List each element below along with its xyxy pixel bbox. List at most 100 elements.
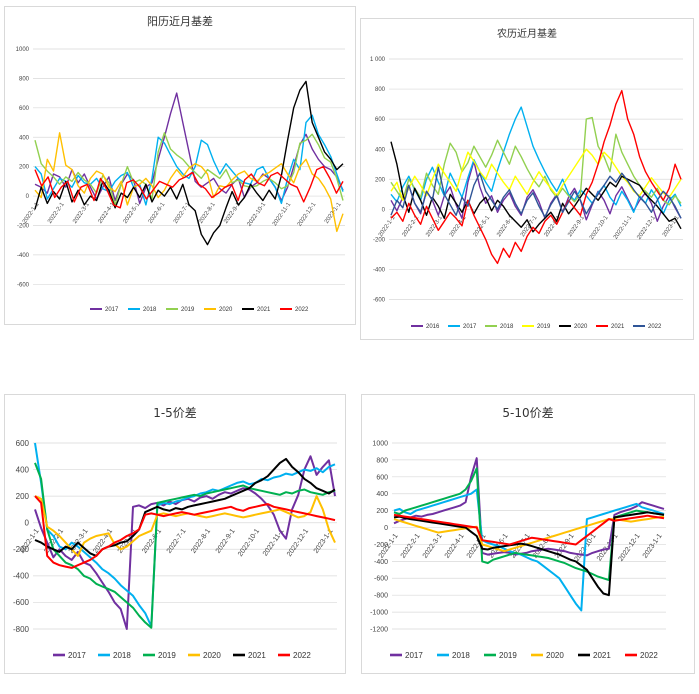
legend-label: 2017 — [68, 651, 86, 660]
y-tick-label: 1000 — [372, 440, 388, 447]
legend-label: 2020 — [546, 651, 564, 660]
x-tick-label: 2023-1-1 — [313, 528, 335, 555]
legend-label: 2021 — [611, 324, 625, 330]
legend-label: 2018 — [113, 651, 131, 660]
x-tick-label: 2022-12-1 — [297, 201, 318, 227]
legend-label: 2021 — [257, 307, 271, 313]
y-tick-label: 0 — [384, 525, 388, 532]
x-tick-label: 2022-9-1 — [554, 533, 576, 560]
y-tick-label: -200 — [373, 237, 386, 243]
series-line-2020 — [34, 495, 336, 557]
series-line-2018 — [34, 442, 336, 628]
series-line-2022 — [34, 165, 344, 209]
y-tick-label: 0 — [26, 194, 30, 200]
y-tick-label: -600 — [373, 298, 386, 304]
legend-label: 2019 — [181, 307, 195, 313]
chart-svg-3: 5-10价差 1000 800 600 400 200 0 -200 -400 -600 -800 -… — [370, 406, 666, 660]
y-tick-label: 800 — [375, 87, 386, 93]
x-tick-label: 2022-12-1 — [636, 214, 657, 240]
y-tick-label: 600 — [19, 106, 30, 112]
series-line-2020 — [34, 132, 344, 233]
legend-label: 2017 — [463, 324, 477, 330]
legend-label: 2020 — [203, 651, 221, 660]
y-tick-label: 0 — [25, 519, 30, 528]
x-tick-label: 2023-1-1 — [642, 533, 664, 560]
chart-title: 农历近月基差 — [497, 27, 557, 40]
y-tick-label: 800 — [376, 457, 388, 464]
y-tick-label: -400 — [13, 572, 30, 581]
series-line-2019 — [34, 462, 336, 629]
series-line-2017 — [34, 92, 344, 205]
x-tick-label: 2022-4-1 — [92, 528, 114, 555]
legend-label: 2017 — [405, 651, 423, 660]
x-tick-label: 2022-9-1 — [223, 201, 242, 225]
x-tick-label: 2022-3-1 — [72, 201, 91, 225]
legend-label: 2018 — [143, 307, 157, 313]
x-tick-label: 2022-2-1 — [400, 533, 422, 560]
y-tick-label: -1000 — [370, 610, 388, 617]
y-tick-label: -600 — [13, 598, 30, 607]
x-tick-label: 2022-8-1 — [198, 201, 217, 225]
y-tick-label: 600 — [16, 439, 30, 448]
x-tick-label: 2022-8-1 — [190, 528, 212, 555]
y-tick-label: -1200 — [370, 626, 388, 633]
x-tick-label: 2022-9-1 — [215, 528, 237, 555]
x-tick-label: 2022-12-1 — [618, 533, 642, 563]
legend-label: 2017 — [105, 307, 119, 313]
y-tick-label: 400 — [16, 465, 30, 474]
legend-label: 2021 — [593, 651, 611, 660]
series-line-2021 — [393, 511, 665, 597]
legend-label: 2018 — [500, 324, 514, 330]
y-tick-label: -600 — [17, 282, 30, 288]
series-line-2019 — [390, 148, 682, 202]
series-line-2018 — [390, 116, 682, 206]
x-tick-label: 2022-9-1 — [567, 214, 586, 238]
y-tick-label: -200 — [13, 545, 30, 554]
chart-svg-1: 农历近月基差 1 000 800 600 400 200 0 -200 -400 -600 2022… — [370, 27, 683, 330]
chart-title: 阳历近月基差 — [147, 14, 213, 28]
chart-title: 1-5价差 — [153, 406, 197, 420]
legend-label: 2016 — [426, 324, 440, 330]
y-tick-label: 600 — [375, 117, 386, 123]
series-line-2018 — [393, 488, 665, 612]
series-line-2021 — [34, 80, 344, 246]
series-line-2022 — [393, 513, 665, 546]
x-tick-label: 2022-1-1 — [22, 201, 41, 225]
x-tick-label: 2023-1-1 — [662, 214, 681, 238]
legend-label: 2022 — [295, 307, 309, 313]
y-tick-label: -800 — [374, 593, 388, 600]
x-tick-label: 2022-10-1 — [589, 214, 610, 240]
series-line-2021 — [390, 89, 682, 265]
legend-label: 2019 — [537, 324, 551, 330]
chart-solar-near-month-basis: 阳历近月基差 1000 800 600 400 200 0 -200 -400 -600 2022-… — [4, 6, 356, 325]
y-tick-label: 1 000 — [370, 57, 386, 63]
y-tick-label: 400 — [375, 147, 386, 153]
legend-label: 2022 — [640, 651, 658, 660]
legend-label: 2019 — [158, 651, 176, 660]
x-tick-label: 2022-7-1 — [166, 528, 188, 555]
series-line-2017 — [390, 106, 682, 215]
y-tick-label: 200 — [16, 492, 30, 501]
y-tick-label: 200 — [376, 508, 388, 515]
y-tick-label: 200 — [375, 177, 386, 183]
x-tick-label: 2022-3-1 — [422, 533, 444, 560]
chart-lunar-near-month-basis: 农历近月基差 1 000 800 600 400 200 0 -200 -400 -600 2022… — [360, 18, 694, 340]
series-line-2020 — [390, 141, 682, 233]
series-line-2018 — [34, 114, 344, 206]
y-tick-label: -400 — [17, 253, 30, 259]
y-tick-label: 800 — [19, 77, 30, 83]
x-tick-label: 2022-4-1 — [449, 214, 468, 238]
chart-title: 5-10价差 — [502, 406, 553, 420]
legend-label: 2021 — [248, 651, 266, 660]
y-tick-label: 1000 — [16, 47, 30, 53]
x-tick-label: 2022-10-1 — [237, 528, 261, 558]
y-tick-label: 400 — [19, 135, 30, 141]
legend-label: 2022 — [293, 651, 311, 660]
x-tick-label: 2022-12-1 — [286, 528, 310, 558]
legend-label: 2019 — [499, 651, 517, 660]
y-tick-label: -200 — [17, 224, 30, 230]
series-line-2019 — [393, 467, 665, 581]
series-line-2022 — [390, 166, 682, 219]
x-tick-label: 2022-6-1 — [148, 201, 167, 225]
